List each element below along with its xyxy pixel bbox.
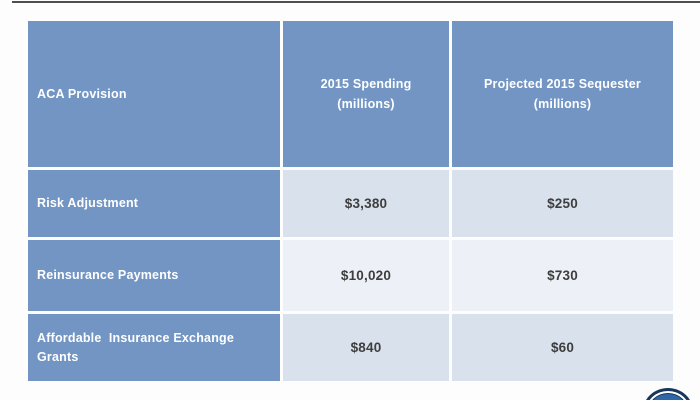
value-text: $840: [350, 340, 382, 355]
organization-seal-icon: [643, 388, 693, 400]
row-label-reinsurance-payments: Reinsurance Payments: [28, 240, 280, 311]
spending-value-risk-adjustment: $3,380: [283, 170, 449, 237]
spending-value-exchange-grants: $840: [283, 314, 449, 381]
value-text: $730: [547, 268, 578, 283]
value-text: $250: [547, 196, 578, 211]
value-text: $60: [550, 340, 575, 355]
header-provision-label: ACA Provision: [37, 87, 127, 101]
row-label-text: Reinsurance Payments: [37, 268, 179, 283]
top-divider-line: [12, 1, 700, 3]
header-sequester-label-line2: (millions): [533, 97, 592, 111]
header-spending-label-line2: (millions): [337, 97, 395, 111]
sequester-value-reinsurance-payments: $730: [452, 240, 673, 311]
header-spending-label-line1: 2015 Spending: [320, 77, 412, 91]
organization-seal-inner-circle: [648, 393, 688, 400]
header-cell-provision: ACA Provision: [28, 21, 280, 167]
sequester-value-risk-adjustment: $250: [452, 170, 673, 237]
spending-value-reinsurance-payments: $10,020: [283, 240, 449, 311]
row-label-text: Risk Adjustment: [37, 196, 139, 211]
row-label-exchange-grants: Affordable Insurance Exchange Grants: [28, 314, 280, 381]
value-text: $10,020: [340, 268, 392, 283]
row-label-risk-adjustment: Risk Adjustment: [28, 170, 280, 237]
sequester-value-exchange-grants: $60: [452, 314, 673, 381]
value-text: $3,380: [344, 196, 388, 211]
header-cell-sequester: Projected 2015 Sequester (millions): [452, 21, 673, 167]
aca-sequester-table: ACA Provision 2015 Spending (millions) P…: [28, 21, 673, 381]
header-cell-spending: 2015 Spending (millions): [283, 21, 449, 167]
row-label-text: Affordable Insurance Exchange Grants: [37, 330, 238, 364]
header-sequester-label-line1: Projected 2015 Sequester: [484, 77, 641, 91]
